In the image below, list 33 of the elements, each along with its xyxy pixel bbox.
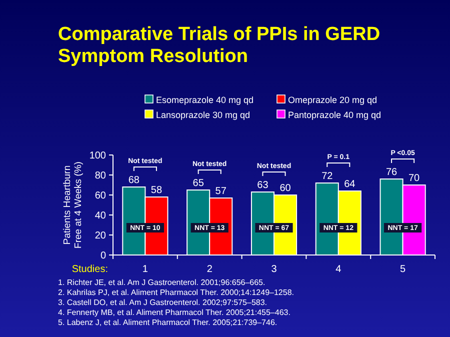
text: 5. Labenz J, et al. Aliment Pharmacol Ther. 2005;21:739–746.: [58, 318, 278, 327]
legend-label: Esomeprazole 40 mg qd: [156, 95, 254, 105]
x-tick-label: 3: [271, 264, 278, 275]
data-label: 72: [322, 171, 334, 182]
data-label: 58: [150, 185, 162, 196]
text: 4. Fennerty MB, et al. Aliment Pharmacol Ther. 2005;21:455–463.: [58, 308, 290, 317]
text: 2. Kahrilas PJ, et al. Aliment Pharmacol Ther. 2000;14:1249–1258.: [58, 288, 294, 297]
y-tick-label: 20: [94, 230, 106, 242]
y-tick-label: 0: [100, 250, 106, 262]
y-tick-label: 40: [94, 210, 106, 222]
text: 3. Castell DO, et al. Am J Gastroenterol. 2002;97:575–583.: [58, 298, 268, 307]
chart-title: Comparative Trials of PPIs in GERD Symptom Resolution: [58, 24, 380, 67]
y-tick-label: 80: [94, 170, 106, 182]
y-tick-label: 100: [89, 150, 106, 162]
y-axis-title: Patients Heartburn Free at 4 Weeks (%): [62, 162, 84, 248]
data-label: 60: [280, 183, 292, 194]
x-tick-label: 1: [142, 264, 148, 275]
legend-label: Lansoprazole 30 mg qd: [156, 110, 250, 120]
data-label: 63: [257, 180, 269, 191]
x-tick-label: 5: [400, 264, 406, 275]
x-tick-label: 2: [206, 264, 213, 275]
legend-label: Omeprazole 20 mg qd: [288, 95, 378, 105]
data-label: 65: [192, 178, 204, 189]
data-label: 57: [215, 186, 227, 197]
x-tick-label: 4: [336, 264, 342, 275]
x-axis-title: Studies:: [72, 264, 108, 275]
data-label: 76: [386, 167, 398, 178]
y-tick-label: 60: [94, 190, 106, 202]
legend-label: Pantoprazole 40 mg qd: [288, 110, 382, 120]
data-label: 70: [408, 173, 420, 184]
data-label: 68: [128, 175, 140, 186]
text: 1. Richter JE, et al. Am J Gastroenterol. 2001;96:656–665.: [58, 278, 266, 287]
data-label: 64: [344, 179, 356, 190]
